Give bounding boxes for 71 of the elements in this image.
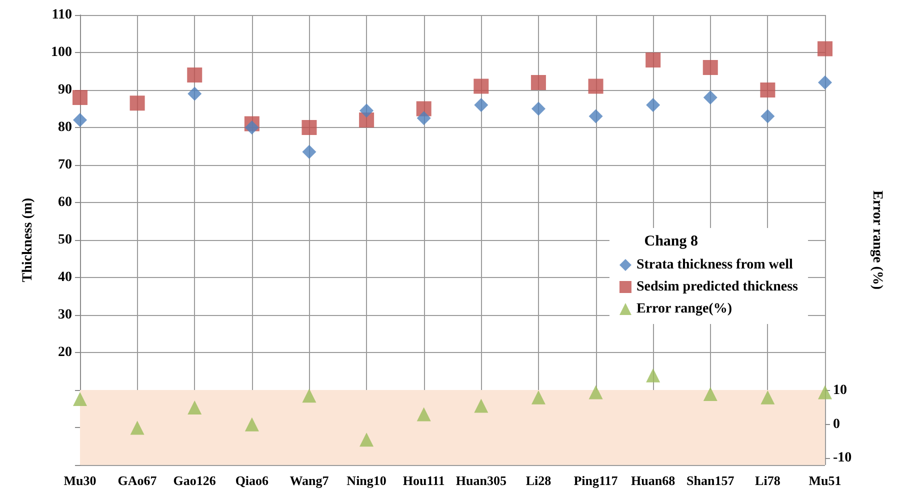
- point: [646, 52, 661, 68]
- point: [360, 432, 374, 447]
- point: [474, 398, 488, 413]
- point: [646, 98, 660, 112]
- point: [130, 96, 145, 111]
- y-tick-label: 70: [58, 158, 72, 172]
- x-tick-label: Huan68: [631, 473, 676, 488]
- y2-tick-label: -10: [833, 450, 852, 466]
- point: [244, 417, 259, 432]
- point: [760, 390, 775, 404]
- point: [588, 385, 603, 400]
- x-tick-label: Huan305: [456, 473, 507, 488]
- point: [302, 388, 316, 403]
- point: [73, 392, 87, 406]
- y-tick-label: 40: [58, 270, 72, 285]
- point: [188, 400, 202, 414]
- legend-label: Strata thickness from well: [636, 258, 794, 272]
- x-tick-label: Li78: [755, 473, 781, 488]
- x-tick-label: Ping117: [574, 473, 618, 488]
- point: [188, 86, 202, 101]
- x-tick-label: Gao126: [173, 473, 216, 488]
- point: [818, 76, 832, 90]
- y-tick-label: 20: [58, 345, 72, 360]
- point: [703, 386, 718, 401]
- point: [531, 102, 546, 116]
- y-tick-label: 60: [58, 195, 72, 210]
- x-tick-label: Hou111: [402, 473, 445, 488]
- y2-tick-label: 10: [833, 383, 847, 398]
- point: [244, 120, 259, 134]
- point: [818, 385, 832, 400]
- point: [416, 407, 431, 422]
- legend-label: Sedsim predicted thickness: [636, 280, 799, 294]
- y-tick-label: 90: [58, 82, 72, 98]
- y-tick-label: 80: [58, 120, 72, 135]
- x-tick-label: Li28: [526, 473, 552, 488]
- x-tick-label: Shan157: [686, 473, 735, 488]
- point: [530, 75, 546, 90]
- point: [703, 90, 718, 104]
- point: [702, 60, 718, 75]
- y-tick-label: 50: [58, 232, 72, 248]
- legend-title: Chang 8: [644, 234, 698, 250]
- x-tick-label: Qiao6: [235, 473, 270, 488]
- point: [818, 41, 832, 56]
- point: [130, 420, 144, 435]
- point: [73, 113, 87, 127]
- y-tick-label: 30: [58, 308, 72, 322]
- x-tick-label: GAo67: [118, 473, 158, 488]
- y-tick-label: 110: [52, 8, 72, 22]
- x-tick-label: Mu51: [808, 473, 842, 488]
- point: [646, 368, 660, 382]
- point: [531, 390, 546, 404]
- point: [474, 78, 489, 94]
- point: [187, 68, 202, 82]
- point: [760, 82, 776, 98]
- y2-tick-label: 0: [833, 416, 840, 432]
- point: [416, 111, 431, 126]
- point: [302, 120, 317, 135]
- y-axis-title: Thickness (m): [20, 197, 36, 282]
- x-tick-label: Mu30: [64, 473, 96, 488]
- point: [360, 104, 374, 118]
- point: [588, 109, 603, 124]
- point: [72, 90, 88, 105]
- point: [302, 144, 316, 159]
- point: [760, 109, 775, 124]
- y-tick-label: 100: [51, 45, 72, 60]
- point: [474, 98, 488, 112]
- point: [588, 78, 604, 94]
- y2-axis-title: Error range (%): [870, 190, 884, 290]
- x-tick-label: Wang7: [290, 473, 330, 488]
- legend-label: Error range(%): [636, 302, 732, 316]
- x-tick-label: Ning10: [346, 473, 386, 488]
